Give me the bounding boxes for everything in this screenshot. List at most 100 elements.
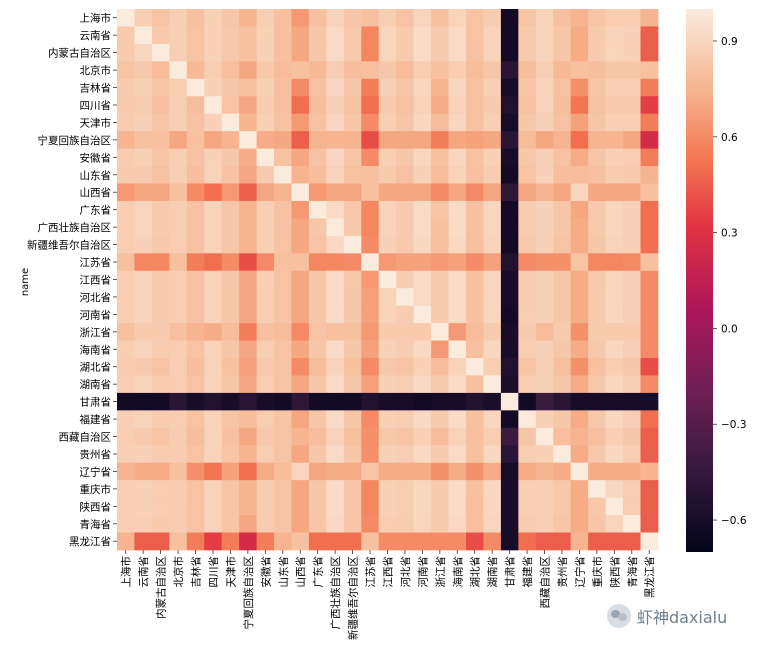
heatmap-cell	[291, 253, 310, 272]
heatmap-cell	[169, 410, 188, 429]
heatmap-cell	[413, 288, 432, 307]
heatmap-cell	[466, 43, 484, 62]
heatmap-cell	[623, 78, 641, 97]
heatmap-cell	[623, 270, 641, 289]
heatmap-cell	[483, 445, 502, 464]
heatmap-cell	[326, 323, 345, 341]
heatmap-cell	[343, 358, 362, 376]
heatmap-cell	[343, 166, 362, 184]
heatmap-cell	[466, 305, 484, 324]
heatmap-cell	[448, 113, 467, 132]
heatmap-cell	[466, 427, 484, 446]
heatmap-cell	[134, 218, 153, 237]
heatmap-cell	[396, 43, 415, 62]
heatmap-cell	[483, 462, 502, 481]
heatmap-cell	[134, 480, 153, 498]
heatmap-cell	[483, 392, 502, 411]
heatmap-cell	[535, 166, 554, 184]
y-tick-label: 贵州省	[80, 448, 112, 461]
heatmap-cell	[117, 375, 135, 394]
heatmap-cell	[186, 43, 205, 62]
heatmap-cell	[343, 9, 362, 27]
heatmap-cell	[308, 43, 327, 62]
heatmap-cell	[483, 235, 502, 254]
heatmap-cell	[466, 78, 484, 97]
heatmap-cell	[553, 113, 572, 132]
heatmap-cell	[361, 61, 380, 80]
heatmap-cell	[483, 200, 502, 219]
heatmap-cell	[640, 340, 659, 359]
heatmap-cell	[605, 480, 624, 498]
heatmap-cell	[466, 497, 484, 516]
x-tick-label: 陕西省	[608, 556, 621, 588]
heatmap-cell	[343, 288, 362, 307]
heatmap-cell	[326, 497, 345, 516]
heatmap-cell	[186, 288, 205, 307]
heatmap-cell	[117, 288, 135, 307]
heatmap-cell	[117, 480, 135, 498]
heatmap-cell	[239, 218, 257, 237]
heatmap-cell	[448, 427, 467, 446]
heatmap-cell	[396, 323, 415, 341]
heatmap-cell	[151, 305, 170, 324]
heatmap-cell	[640, 462, 659, 481]
heatmap-cell	[413, 305, 432, 324]
heatmap-cell	[274, 462, 292, 481]
heatmap-cell	[413, 183, 432, 202]
heatmap-cell	[151, 253, 170, 272]
heatmap-cell	[378, 358, 397, 376]
heatmap-cell	[466, 253, 484, 272]
heatmap-cell	[623, 166, 641, 184]
heatmap-cell	[343, 78, 362, 97]
heatmap-cell	[640, 218, 659, 237]
x-tick-label: 黑龙江省	[643, 556, 656, 598]
heatmap-cell	[204, 218, 223, 237]
heatmap-cell	[256, 78, 275, 97]
heatmap-cell	[308, 9, 327, 27]
heatmap-cell	[169, 305, 188, 324]
heatmap-cell	[553, 43, 572, 62]
heatmap-cell	[117, 43, 135, 62]
heatmap-cell	[221, 218, 240, 237]
heatmap-cell	[134, 375, 153, 394]
heatmap-cell	[256, 480, 275, 498]
heatmap-cell	[361, 200, 380, 219]
heatmap-cell	[221, 253, 240, 272]
heatmap-cell	[169, 392, 188, 411]
heatmap-cell	[308, 427, 327, 446]
heatmap-cell	[117, 532, 135, 551]
heatmap-cell	[308, 270, 327, 289]
heatmap-cell	[169, 166, 188, 184]
heatmap-cell	[221, 235, 240, 254]
heatmap-cell	[640, 323, 659, 341]
heatmap-cell	[221, 96, 240, 115]
heatmap-cell	[361, 183, 380, 202]
heatmap-cell	[535, 532, 554, 551]
heatmap-cell	[239, 427, 257, 446]
heatmap-cell	[570, 323, 589, 341]
y-tick-label: 河南省	[80, 308, 112, 321]
heatmap-cell	[186, 462, 205, 481]
heatmap-cell	[186, 26, 205, 45]
y-axis-title: name	[20, 268, 31, 296]
heatmap-cell	[431, 166, 449, 184]
heatmap-cell	[308, 305, 327, 324]
heatmap-cell	[483, 183, 502, 202]
heatmap-cell	[221, 148, 240, 167]
heatmap-cell	[378, 288, 397, 307]
heatmap-cell	[378, 26, 397, 45]
heatmap-cell	[605, 532, 624, 551]
heatmap-cell	[291, 427, 310, 446]
heatmap-cell	[169, 61, 188, 80]
heatmap-cell	[169, 113, 188, 132]
heatmap-cell	[343, 497, 362, 516]
x-tick-label: 吉林省	[190, 556, 203, 588]
heatmap-cell	[151, 218, 170, 237]
heatmap-cell	[448, 497, 467, 516]
heatmap-cell	[291, 96, 310, 115]
colorbar-tick-label: 0.3	[721, 228, 738, 240]
heatmap-cell	[117, 26, 135, 45]
heatmap-cell	[378, 61, 397, 80]
heatmap-cell	[221, 462, 240, 481]
heatmap-cell	[308, 96, 327, 115]
